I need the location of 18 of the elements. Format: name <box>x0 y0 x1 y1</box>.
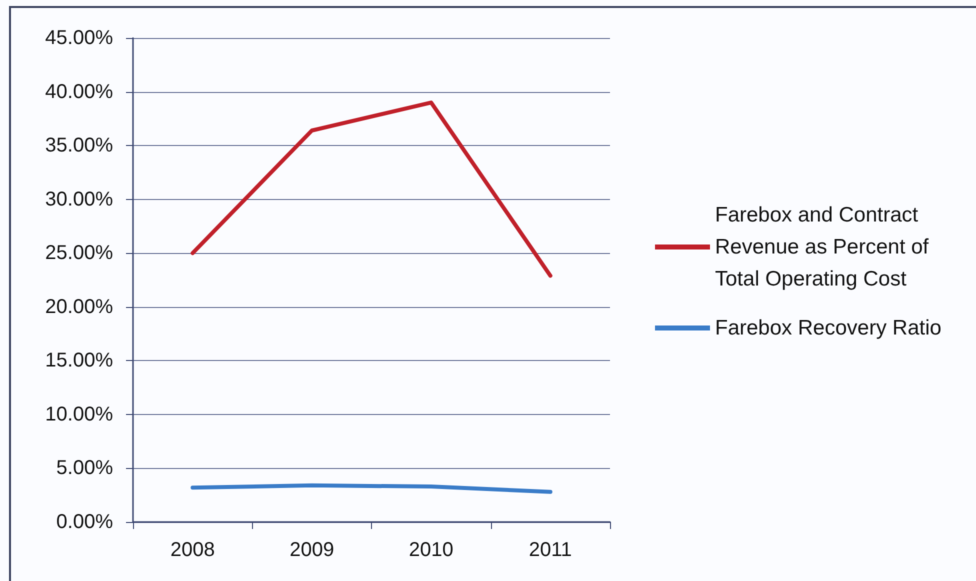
y-tick-label: 25.00% <box>45 242 114 264</box>
line-series <box>190 483 552 494</box>
legend-label: Farebox Recovery Ratio <box>715 316 942 340</box>
y-tick-label: 35.00% <box>45 134 114 157</box>
y-tick-label: 10.00% <box>45 403 114 426</box>
x-tick-label: 2011 <box>528 539 572 561</box>
y-tick-label: 5.00% <box>56 457 114 480</box>
y-tick-label: 20.00% <box>45 296 114 318</box>
y-tick-label: 30.00% <box>45 188 114 210</box>
y-tick-label: 0.00% <box>56 511 114 533</box>
legend-label: Farebox and Contract Revenue as Percent of Total Operating Cost <box>715 204 934 290</box>
y-tick-label: 15.00% <box>45 350 114 372</box>
x-tick-label: 2008 <box>170 539 215 561</box>
x-tick-label: 2009 <box>290 539 334 561</box>
line-series <box>190 100 552 278</box>
x-tick-label: 2010 <box>408 539 454 561</box>
y-tick-label: 40.00% <box>45 80 114 103</box>
y-tick-label: 45.00% <box>45 27 114 49</box>
